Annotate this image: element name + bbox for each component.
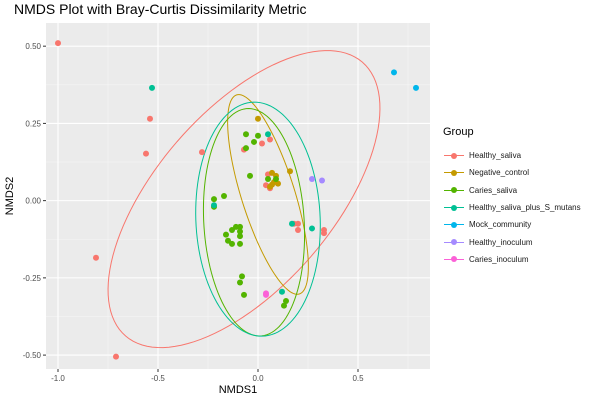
legend-label-healthy-saliva-plus-s-mutans: Healthy_saliva_plus_S_mutans	[469, 203, 581, 213]
data-point-healthy-inoculum	[309, 176, 315, 183]
legend-dot-healthy-saliva-plus-s-mutans	[451, 204, 457, 211]
data-point-negative-control	[275, 180, 281, 187]
data-point-healthy-inoculum	[319, 177, 325, 184]
data-point-healthy-saliva	[93, 254, 99, 261]
data-point-healthy-saliva	[55, 40, 61, 47]
data-point-caries-saliva	[237, 240, 243, 247]
data-point-negative-control	[267, 183, 273, 190]
legend-dot-negative-control	[451, 169, 457, 176]
legend-dot-healthy-saliva	[451, 152, 457, 159]
legend-dot-healthy-inoculum	[451, 239, 457, 246]
data-point-healthy-saliva-plus-s-mutans	[279, 288, 285, 295]
legend-key-healthy-saliva	[443, 148, 465, 164]
data-point-healthy-saliva	[113, 353, 119, 360]
data-point-caries-saliva	[283, 298, 289, 305]
data-point-caries-saliva	[211, 196, 217, 203]
legend-item-negative-control: Negative_control	[443, 164, 581, 181]
data-point-healthy-saliva	[295, 220, 301, 227]
x-tick-label: -0.5	[151, 374, 165, 383]
legend-label-mock-community: Mock_community	[469, 220, 532, 230]
legend-title: Group	[443, 126, 474, 138]
data-point-caries-saliva	[273, 176, 279, 183]
legend-label-caries-saliva: Caries_saliva	[469, 185, 518, 195]
data-point-caries-saliva	[241, 291, 247, 298]
y-axis-label: NMDS2	[4, 177, 16, 216]
data-point-caries-saliva	[255, 132, 261, 139]
x-tick-label: 0.0	[252, 374, 264, 383]
legend-label-healthy-saliva: Healthy_saliva	[469, 151, 522, 161]
data-point-mock-community	[413, 84, 419, 91]
data-point-healthy-saliva	[321, 230, 327, 237]
legend-label-caries-inoculum: Caries_inoculum	[469, 254, 529, 264]
data-point-caries-saliva	[223, 231, 229, 238]
data-point-caries-saliva	[265, 176, 271, 183]
x-tick-label: 0.5	[352, 374, 364, 383]
data-point-caries-saliva	[237, 233, 243, 240]
legend: Group Healthy_saliva Negative_control Cari…	[443, 126, 581, 268]
data-point-caries-saliva	[221, 193, 227, 199]
y-tick-label: 0.25	[25, 119, 41, 128]
data-point-healthy-saliva-plus-s-mutans	[149, 84, 155, 91]
x-axis-label: NMDS1	[219, 384, 258, 396]
legend-item-healthy-saliva: Healthy_saliva	[443, 147, 581, 164]
confidence-ellipse-caries-saliva	[202, 108, 306, 337]
legend-key-healthy-saliva-plus-s-mutans	[443, 200, 465, 216]
data-point-healthy-saliva	[143, 150, 149, 157]
data-point-caries-saliva	[237, 228, 243, 235]
legend-key-caries-inoculum	[443, 251, 465, 267]
legend-key-caries-saliva	[443, 182, 465, 198]
legend-dot-mock-community	[451, 221, 457, 228]
data-point-caries-saliva	[251, 138, 257, 145]
y-tick-label: 0.50	[25, 42, 41, 51]
data-point-healthy-saliva	[295, 226, 301, 233]
legend-dot-caries-saliva	[451, 187, 457, 194]
data-point-healthy-saliva-plus-s-mutans	[211, 202, 217, 209]
legend-key-negative-control	[443, 165, 465, 181]
data-point-healthy-saliva	[259, 140, 265, 147]
y-tick-label: -0.50	[23, 351, 42, 360]
data-point-negative-control	[255, 115, 261, 122]
legend-key-healthy-inoculum	[443, 234, 465, 250]
chart-title: NMDS Plot with Bray-Curtis Dissimilarity…	[14, 1, 307, 17]
data-point-healthy-saliva	[199, 149, 205, 156]
data-point-caries-saliva	[239, 273, 245, 280]
data-point-caries-saliva	[243, 131, 249, 138]
legend-item-caries-inoculum: Caries_inoculum	[443, 251, 581, 268]
data-point-healthy-saliva-plus-s-mutans	[265, 131, 271, 138]
legend-item-healthy-saliva-plus-s-mutans: Healthy_saliva_plus_S_mutans	[443, 199, 581, 216]
legend-item-healthy-inoculum: Healthy_inoculum	[443, 233, 581, 250]
data-point-mock-community	[391, 69, 397, 76]
x-tick-label: -1.0	[51, 374, 65, 383]
data-point-healthy-saliva	[147, 115, 153, 122]
y-tick-label: 0.00	[25, 197, 41, 206]
legend-dot-caries-inoculum	[451, 256, 457, 263]
data-point-healthy-saliva	[267, 136, 273, 143]
data-point-caries-saliva	[243, 145, 249, 152]
data-point-caries-saliva	[229, 240, 235, 247]
data-point-caries-saliva	[247, 172, 253, 179]
legend-label-healthy-inoculum: Healthy_inoculum	[469, 237, 533, 247]
legend-label-negative-control: Negative_control	[469, 168, 530, 178]
data-point-healthy-saliva-plus-s-mutans	[309, 225, 315, 232]
plot-panel	[46, 23, 430, 369]
data-point-healthy-saliva-plus-s-mutans	[289, 220, 295, 227]
confidence-ellipse-healthy-saliva-plus-s-mutans	[195, 101, 321, 337]
legend-key-mock-community	[443, 217, 465, 233]
confidence-ellipse-healthy-saliva	[107, 50, 381, 349]
data-point-negative-control	[287, 168, 293, 175]
legend-item-caries-saliva: Caries_saliva	[443, 182, 581, 199]
y-tick-label: -0.25	[23, 274, 42, 283]
legend-item-mock-community: Mock_community	[443, 216, 581, 233]
data-point-caries-inoculum	[263, 290, 269, 297]
legend-items: Healthy_saliva Negative_control Caries_sal…	[443, 147, 581, 268]
data-point-caries-saliva	[237, 279, 243, 286]
data-point-caries-saliva	[237, 223, 243, 230]
data-point-caries-saliva	[281, 302, 287, 309]
